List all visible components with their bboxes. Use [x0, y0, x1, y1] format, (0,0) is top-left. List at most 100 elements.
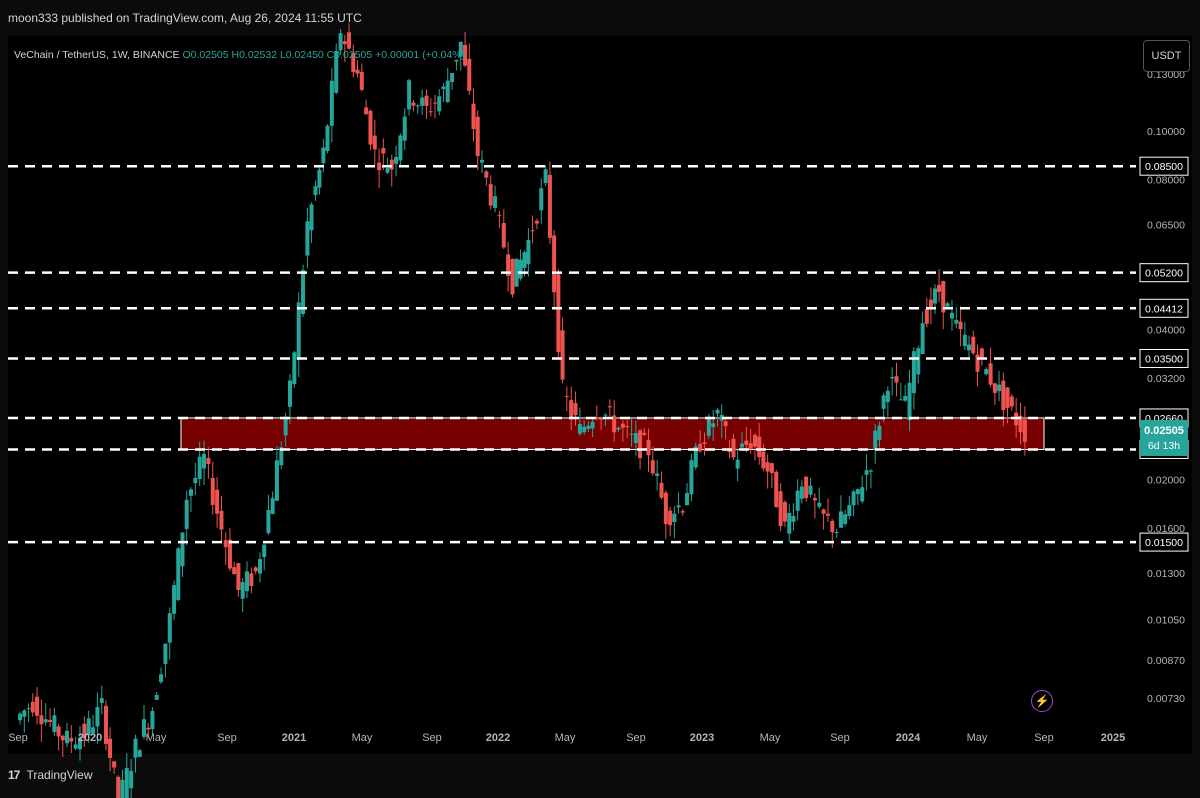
candle-body [514, 258, 519, 287]
y-tick-label: 0.02000 [1147, 475, 1185, 487]
candle-body [210, 477, 215, 505]
candle-body [663, 492, 668, 524]
candle-body [1009, 396, 1014, 407]
lightning-icon[interactable]: ⚡ [1031, 690, 1053, 712]
x-tick-label: May [760, 732, 781, 744]
candle-body [506, 254, 511, 277]
candle-body [997, 384, 1002, 392]
candle-body [18, 713, 23, 721]
candle-body [180, 532, 185, 567]
candle-body [748, 443, 753, 449]
candle-body [920, 323, 925, 355]
candle-body [924, 309, 929, 324]
candle-body [868, 470, 873, 472]
candle-body [693, 446, 698, 468]
level-label: 0.08500 [1145, 161, 1183, 173]
candle-body [543, 169, 548, 184]
candle-body [39, 715, 44, 725]
candle-body [274, 460, 279, 501]
candle-body [43, 719, 48, 723]
y-tick-label: 0.08000 [1147, 174, 1185, 186]
candle-body [351, 52, 356, 72]
candle-body [163, 643, 168, 664]
candle-body [1001, 380, 1006, 411]
candle-body [860, 487, 865, 502]
candle-body [146, 727, 151, 730]
candle-body [530, 230, 535, 232]
y-tick-label: 0.01600 [1147, 523, 1185, 535]
candle-body [569, 400, 574, 418]
y-tick-label: 0.01300 [1147, 568, 1185, 580]
candle-body [620, 423, 625, 428]
x-tick-label: 2024 [896, 732, 921, 744]
candle-body [727, 449, 732, 453]
candle-body [603, 414, 608, 416]
candle-body [522, 252, 527, 268]
candle-body [167, 613, 172, 643]
candle-body [795, 490, 800, 511]
candle-body [659, 482, 664, 498]
x-tick-label: May [146, 732, 167, 744]
level-label-box [1139, 532, 1189, 552]
y-tick-label: 0.00870 [1147, 655, 1185, 667]
candle-body [752, 434, 757, 447]
candle-body [154, 694, 159, 700]
candle-body [441, 86, 446, 90]
candle-body [676, 505, 681, 508]
candle-body [954, 319, 959, 324]
candle-body [133, 738, 138, 758]
candle-body [394, 156, 399, 164]
candle-body [1022, 419, 1027, 442]
candle-body [193, 477, 198, 484]
x-tick-label: Sep [8, 732, 28, 744]
candle-body [35, 696, 40, 716]
candle-body [91, 727, 96, 734]
candle-body [560, 330, 565, 380]
candle-body [206, 457, 211, 464]
tradingview-logo[interactable]: 17 TradingView [8, 768, 93, 782]
candle-body [420, 97, 425, 106]
candle-body [928, 299, 933, 308]
candle-body [988, 363, 993, 385]
candle-body [735, 459, 740, 469]
candle-body [78, 737, 83, 750]
candle-body [232, 567, 237, 575]
candle-body [60, 735, 65, 741]
candle-body [646, 439, 651, 456]
candle-body [484, 171, 489, 178]
candle-body [573, 403, 578, 416]
candle-body [26, 708, 31, 710]
candle-body [202, 453, 207, 469]
candle-body [445, 80, 450, 103]
candle-body [292, 352, 297, 385]
candle-body [830, 520, 835, 533]
currency-button[interactable]: USDT [1143, 40, 1190, 72]
candle-body [774, 471, 779, 508]
candle-body [916, 348, 921, 375]
candle-body [30, 701, 35, 713]
symbol-header[interactable]: VeChain / TetherUS, 1W, BINANCE O0.02505… [14, 49, 465, 61]
candle-body [599, 418, 604, 420]
candle-body [971, 336, 976, 354]
candle-body [539, 188, 544, 211]
candle-body [825, 513, 830, 516]
candle-body [479, 159, 484, 163]
candle-body [372, 135, 377, 150]
candle-body [347, 32, 352, 49]
candle-body [124, 768, 129, 798]
candle-body [778, 491, 783, 527]
level-label: 0.04412 [1145, 303, 1183, 315]
top-bar: moon333 published on TradingView.com, Au… [0, 0, 1200, 36]
candle-body [313, 186, 318, 196]
candle-body [607, 406, 612, 408]
x-tick-label: May [555, 732, 576, 744]
candle-body [685, 493, 690, 506]
candle-body [99, 698, 104, 703]
candle-body [638, 430, 643, 459]
candle-body [817, 502, 822, 507]
candle-body [890, 376, 895, 379]
candle-body [262, 544, 267, 557]
candle-body [355, 69, 360, 74]
candle-body [556, 274, 561, 353]
